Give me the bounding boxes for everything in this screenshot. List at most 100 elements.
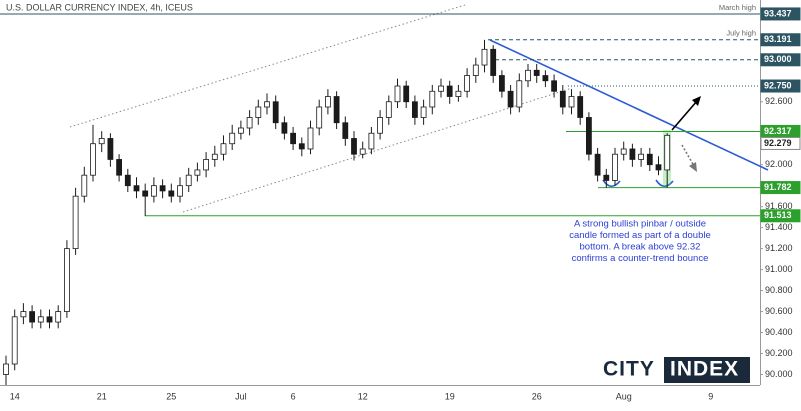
candle-body	[525, 69, 531, 82]
x-tick-label: 6	[291, 391, 296, 401]
annotation-line: confirms a counter-trend bounce	[572, 253, 709, 264]
y-tick-label: 90.600	[765, 306, 793, 316]
candle-body	[298, 143, 305, 150]
x-tick-label: 14	[10, 391, 20, 401]
y-tick-label: 91.000	[765, 264, 793, 274]
candle-body	[638, 153, 644, 160]
candle-body	[394, 85, 401, 103]
price-label: 92.279	[764, 138, 792, 148]
y-tick-label: 90.000	[765, 369, 793, 379]
candle-body	[603, 174, 610, 181]
candle-body	[220, 143, 227, 155]
level-note: July high	[726, 29, 756, 38]
candle-body	[446, 85, 453, 97]
annotation-line: bottom. A break above 92.32	[580, 242, 701, 253]
candle-body	[586, 117, 592, 155]
candle-body	[116, 159, 122, 176]
candle-body	[629, 148, 636, 160]
logo: CITY INDEX	[603, 357, 750, 383]
candle-body	[159, 185, 166, 192]
y-tick-label: 90.400	[765, 327, 793, 337]
candle-body	[542, 75, 549, 82]
candle-body	[568, 96, 575, 108]
candle-body	[55, 311, 62, 323]
candle-body	[72, 195, 79, 250]
candle-body	[620, 148, 627, 155]
bearish-arrow	[681, 144, 695, 167]
price-label-box	[760, 79, 801, 93]
candle-body	[272, 101, 279, 124]
candle-body	[264, 101, 270, 108]
candle-body	[655, 164, 662, 171]
candle-body	[3, 363, 9, 375]
candle-body	[316, 106, 323, 129]
candle-body	[98, 138, 105, 145]
candle-body	[107, 138, 114, 160]
price-label-box	[760, 33, 801, 47]
candle-body	[385, 101, 392, 118]
x-tick-label: 26	[532, 391, 542, 401]
y-tick-label: 91.600	[765, 201, 793, 211]
candle-body	[37, 316, 44, 323]
y-tick-label: 92.000	[765, 159, 793, 169]
candle-body	[142, 190, 149, 197]
price-label: 91.782	[764, 182, 792, 192]
candle-body	[455, 90, 462, 97]
candle-body	[342, 122, 349, 139]
logo-left: CITY	[603, 358, 655, 381]
candle-body	[429, 90, 436, 108]
resistance-trendline	[489, 39, 769, 171]
candle-body	[90, 143, 96, 176]
candle-body	[29, 311, 36, 323]
candle-body	[664, 134, 671, 171]
candle-body	[20, 311, 27, 318]
candle-body	[438, 85, 444, 92]
y-tick-label: 90.800	[765, 285, 793, 295]
x-tick-label: 19	[445, 391, 455, 401]
candle-body	[507, 90, 514, 108]
y-tick-label: 91.200	[765, 243, 793, 253]
candle-body	[472, 64, 479, 76]
price-label: 92.317	[764, 126, 792, 136]
candle-body	[559, 90, 566, 108]
candle-body	[124, 174, 131, 187]
candle-body	[377, 117, 384, 134]
price-label: 93.437	[764, 8, 792, 18]
bullish-arrow-head	[692, 96, 701, 106]
candle-body	[551, 80, 557, 92]
price-label-box	[760, 53, 801, 67]
candle-body	[498, 75, 505, 92]
channel-upper	[69, 4, 466, 128]
annotation-line: A strong bullish pinbar / outside	[574, 219, 706, 230]
price-label: 93.000	[764, 54, 792, 64]
chart-title: U.S. DOLLAR CURRENCY INDEX, 4h, ICEUS	[6, 2, 193, 12]
candle-body	[403, 85, 410, 103]
candle-body	[211, 153, 218, 160]
price-label-box	[760, 7, 801, 21]
price-label: 91.513	[764, 210, 792, 220]
candle-body	[81, 174, 88, 197]
logo-right: INDEX	[670, 358, 739, 381]
price-label-box	[760, 181, 801, 195]
candle-body	[516, 80, 523, 108]
x-tick-label: 21	[97, 391, 107, 401]
candle-body	[281, 122, 288, 134]
price-label: 93.191	[764, 34, 792, 44]
candle-body	[646, 153, 653, 166]
bottom-arc	[602, 179, 621, 188]
candle-body	[612, 153, 618, 181]
candle-body	[177, 185, 183, 197]
candle-body	[150, 185, 157, 197]
price-label-box	[760, 209, 801, 223]
candle-body	[359, 148, 366, 155]
bearish-arrow-head	[689, 162, 697, 172]
candle-body	[46, 316, 53, 323]
x-tick-label: 12	[358, 391, 368, 401]
y-tick-label: 90.200	[765, 348, 793, 358]
bottom-arc	[655, 179, 674, 188]
candle-body	[577, 96, 584, 118]
candle-body	[420, 106, 427, 118]
